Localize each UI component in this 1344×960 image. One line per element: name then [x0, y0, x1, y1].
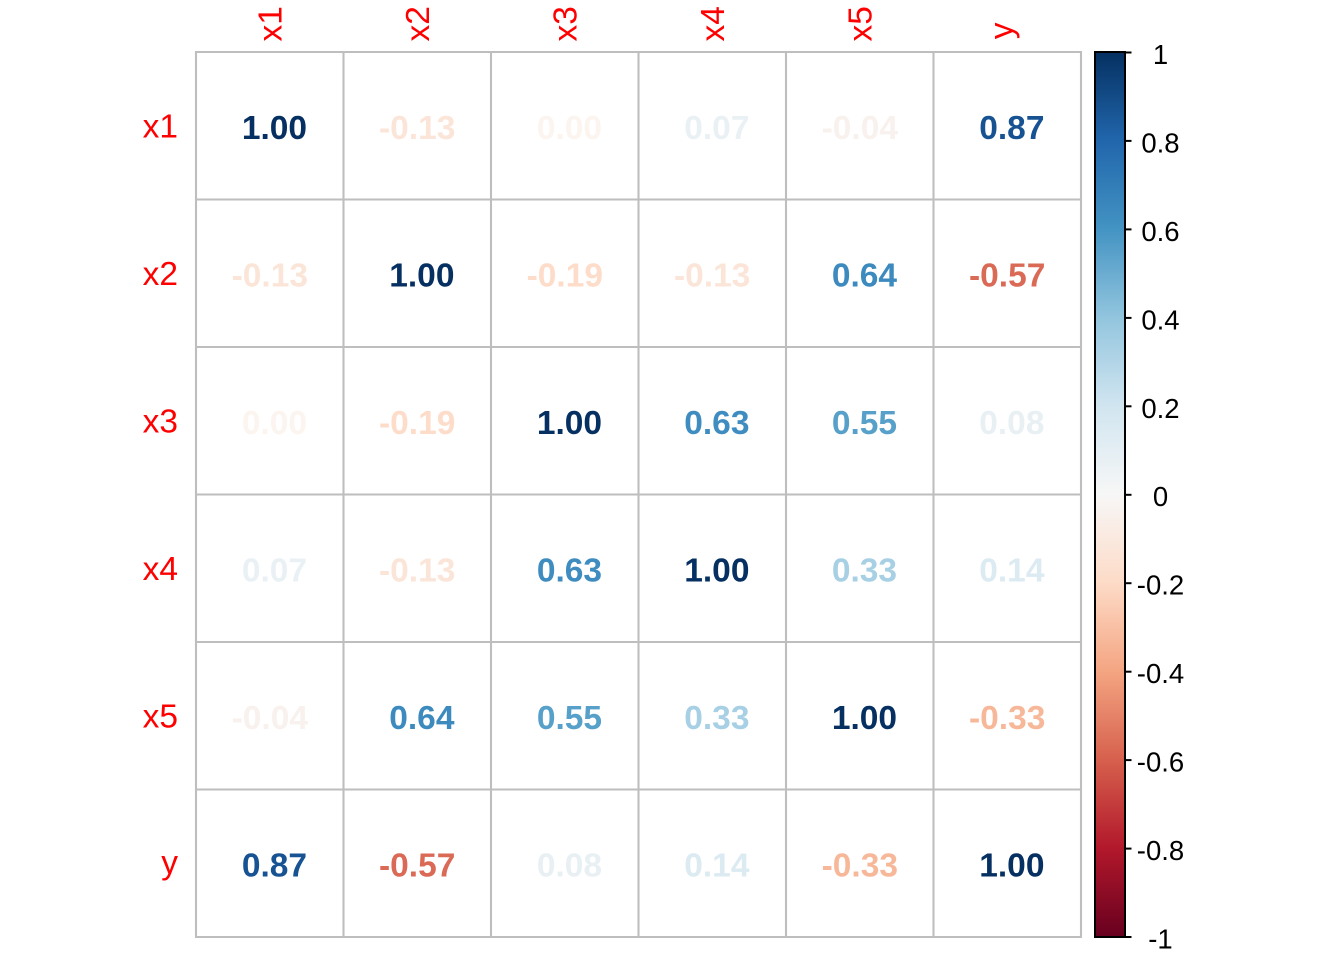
svg-text:-0.04: -0.04 — [232, 700, 309, 737]
svg-text:-0.4: -0.4 — [1137, 658, 1184, 689]
svg-text:y: y — [161, 845, 178, 882]
svg-text:-0.2: -0.2 — [1137, 570, 1184, 601]
svg-text:x2: x2 — [143, 256, 178, 293]
svg-text:0.07: 0.07 — [233, 553, 308, 590]
svg-text:0.08: 0.08 — [970, 405, 1045, 442]
svg-text:0.08: 0.08 — [528, 848, 603, 885]
svg-text:0.2: 0.2 — [1141, 393, 1179, 424]
svg-text:0.64: 0.64 — [823, 258, 898, 295]
svg-text:x4: x4 — [695, 6, 732, 41]
svg-text:0: 0 — [1153, 481, 1168, 512]
svg-text:0.63: 0.63 — [528, 553, 603, 590]
svg-text:0.33: 0.33 — [675, 700, 750, 737]
svg-text:0.55: 0.55 — [528, 700, 603, 737]
svg-text:-0.8: -0.8 — [1137, 835, 1184, 866]
svg-text:x3: x3 — [143, 403, 178, 440]
svg-text:0.55: 0.55 — [823, 405, 898, 442]
svg-text:0.64: 0.64 — [380, 700, 455, 737]
svg-text:x1: x1 — [143, 108, 178, 145]
svg-text:1.00: 1.00 — [823, 700, 898, 737]
svg-text:-1: -1 — [1148, 924, 1172, 955]
svg-text:1.00: 1.00 — [970, 848, 1045, 885]
svg-text:0.6: 0.6 — [1141, 216, 1179, 247]
svg-text:-0.19: -0.19 — [527, 258, 603, 295]
svg-text:-0.57: -0.57 — [969, 258, 1045, 295]
svg-text:-0.13: -0.13 — [379, 110, 455, 147]
svg-text:y: y — [984, 22, 1021, 39]
svg-text:0.4: 0.4 — [1141, 304, 1179, 335]
svg-text:1.00: 1.00 — [528, 405, 603, 442]
svg-text:-0.33: -0.33 — [822, 848, 898, 885]
svg-text:1: 1 — [1153, 39, 1168, 70]
svg-text:x5: x5 — [143, 698, 178, 735]
svg-text:1.00: 1.00 — [380, 258, 455, 295]
svg-text:0.87: 0.87 — [970, 110, 1045, 147]
svg-text:x1: x1 — [252, 6, 289, 41]
svg-text:x5: x5 — [842, 6, 879, 41]
svg-text:-0.33: -0.33 — [969, 700, 1045, 737]
svg-text:0.8: 0.8 — [1141, 127, 1179, 158]
svg-text:x3: x3 — [547, 6, 584, 41]
svg-text:-0.04: -0.04 — [822, 110, 899, 147]
svg-text:x4: x4 — [143, 551, 178, 588]
svg-text:0.00: 0.00 — [233, 405, 308, 442]
svg-text:-0.19: -0.19 — [379, 405, 455, 442]
svg-text:0.87: 0.87 — [233, 848, 308, 885]
svg-text:0.07: 0.07 — [675, 110, 750, 147]
svg-text:-0.13: -0.13 — [379, 553, 455, 590]
svg-text:0.00: 0.00 — [528, 110, 603, 147]
svg-text:1.00: 1.00 — [675, 553, 750, 590]
svg-text:0.14: 0.14 — [970, 553, 1045, 590]
svg-text:0.14: 0.14 — [675, 848, 750, 885]
svg-text:x2: x2 — [400, 6, 437, 41]
svg-text:0.63: 0.63 — [675, 405, 750, 442]
svg-text:-0.6: -0.6 — [1137, 747, 1184, 778]
svg-text:-0.13: -0.13 — [232, 258, 308, 295]
svg-text:-0.57: -0.57 — [379, 848, 455, 885]
svg-text:0.33: 0.33 — [823, 553, 898, 590]
svg-text:1.00: 1.00 — [233, 110, 308, 147]
svg-text:-0.13: -0.13 — [674, 258, 750, 295]
